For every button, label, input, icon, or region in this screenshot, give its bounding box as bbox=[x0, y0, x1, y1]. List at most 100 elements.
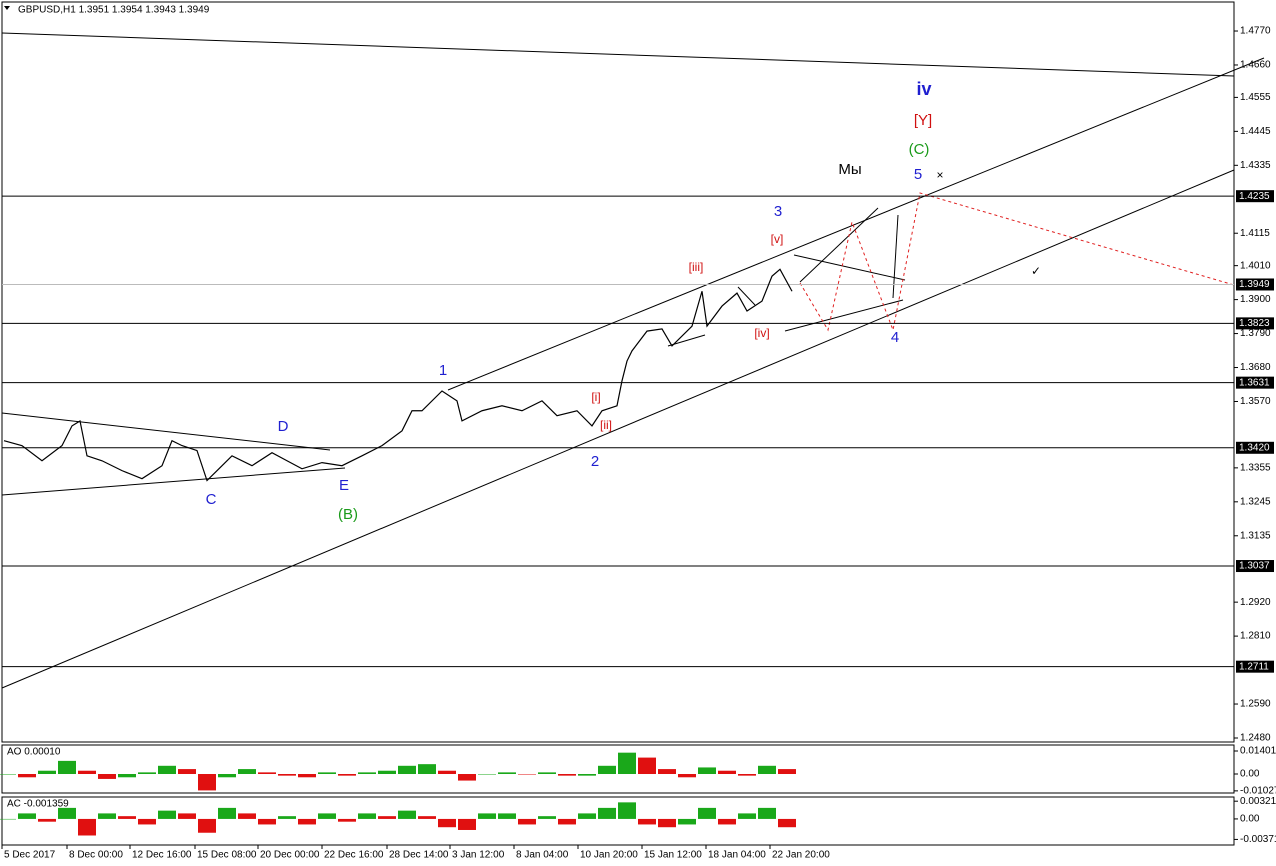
histogram-bar bbox=[218, 807, 236, 819]
wave-label: (B) bbox=[338, 506, 358, 523]
x-tick-label: 10 Jan 20:00 bbox=[580, 850, 638, 861]
y-tick-label: 0.01401 bbox=[1240, 746, 1276, 757]
histogram-bar bbox=[298, 818, 316, 825]
histogram-bar bbox=[78, 770, 96, 775]
histogram-bar bbox=[238, 813, 256, 819]
histogram-bar bbox=[458, 774, 476, 781]
price-label-box bbox=[1236, 660, 1274, 673]
trend-line bbox=[447, 57, 1265, 391]
histogram-bar bbox=[258, 772, 276, 775]
wave-label: [v] bbox=[771, 232, 784, 246]
y-tick-label: -0.01027 bbox=[1240, 786, 1276, 797]
pane-frame bbox=[1, 1, 1235, 743]
y-tick-label: 1.4660 bbox=[1240, 60, 1271, 71]
histogram-bar bbox=[98, 813, 116, 819]
trend-line bbox=[799, 207, 879, 283]
x-tick-label: 20 Dec 00:00 bbox=[260, 850, 320, 861]
histogram-bar bbox=[0, 818, 16, 820]
indicator-title: AC -0.001359 bbox=[7, 799, 69, 810]
y-tick-label: 1.3245 bbox=[1240, 496, 1271, 507]
histogram-bar bbox=[698, 767, 716, 775]
wave-label: 1 bbox=[439, 362, 447, 379]
wave-label: Мы bbox=[838, 161, 861, 178]
histogram-bar bbox=[758, 765, 776, 775]
histogram-bar bbox=[618, 802, 636, 819]
wave-label: [ii] bbox=[600, 418, 612, 432]
histogram-bar bbox=[658, 818, 676, 828]
histogram-bar bbox=[658, 769, 676, 775]
histogram-bar bbox=[318, 813, 336, 819]
y-tick-label: 1.3355 bbox=[1240, 462, 1271, 473]
price-label: 1.4235 bbox=[1239, 191, 1270, 202]
price-line bbox=[3, 268, 793, 482]
histogram-bar bbox=[138, 772, 156, 775]
price-label: 1.3631 bbox=[1239, 377, 1270, 388]
histogram-bar bbox=[598, 765, 616, 775]
wave-label: 5 bbox=[914, 166, 922, 183]
histogram-bar bbox=[638, 818, 656, 825]
histogram-bar bbox=[178, 813, 196, 819]
histogram-bar bbox=[578, 813, 596, 819]
price-label: 1.3420 bbox=[1239, 442, 1270, 453]
y-tick-label: 1.2920 bbox=[1240, 597, 1271, 608]
indicator-title: AO 0.00010 bbox=[7, 747, 61, 758]
y-tick-label: 0.00 bbox=[1240, 769, 1260, 780]
chart-title: GBPUSD,H1 1.3951 1.3954 1.3943 1.3949 bbox=[18, 5, 210, 16]
y-tick-label: 1.4770 bbox=[1240, 26, 1271, 37]
histogram-bar bbox=[778, 769, 796, 775]
wave-label: iv bbox=[916, 79, 931, 99]
price-label-box bbox=[1236, 317, 1274, 330]
histogram-bar bbox=[338, 818, 356, 822]
histogram-bar bbox=[198, 818, 216, 833]
x-tick-label: 8 Dec 00:00 bbox=[69, 850, 123, 861]
wave-label: [Y] bbox=[914, 112, 932, 129]
histogram-bar bbox=[638, 757, 656, 775]
histogram-bar bbox=[78, 818, 96, 836]
histogram-bar bbox=[58, 807, 76, 819]
marker: ✓ bbox=[1031, 264, 1041, 278]
histogram-bar bbox=[418, 764, 436, 775]
histogram-bar bbox=[418, 816, 436, 819]
histogram-bar bbox=[738, 774, 756, 776]
price-label: 1.3037 bbox=[1239, 561, 1270, 572]
wave-label: E bbox=[339, 477, 349, 494]
histogram-bar bbox=[398, 810, 416, 819]
price-label: 1.3949 bbox=[1239, 279, 1270, 290]
histogram-bar bbox=[378, 816, 396, 819]
histogram-bar bbox=[438, 818, 456, 828]
wave-label: 4 bbox=[891, 329, 899, 346]
histogram-bar bbox=[778, 818, 796, 828]
histogram-bar bbox=[618, 752, 636, 775]
histogram-bar bbox=[738, 813, 756, 819]
histogram-bar bbox=[118, 774, 136, 778]
y-tick-label: 0.00 bbox=[1240, 814, 1260, 825]
histogram-bar bbox=[758, 807, 776, 819]
histogram-bar bbox=[318, 772, 336, 775]
y-tick-label: 1.4010 bbox=[1240, 260, 1271, 271]
ac-frame bbox=[1, 796, 1235, 846]
y-tick-label: 1.4335 bbox=[1240, 160, 1271, 171]
wave-label: [iii] bbox=[689, 260, 704, 274]
price-label-box bbox=[1236, 376, 1274, 389]
x-tick-label: 28 Dec 14:00 bbox=[389, 850, 449, 861]
histogram-bar bbox=[358, 813, 376, 819]
histogram-bar bbox=[278, 774, 296, 776]
y-tick-label: 1.3135 bbox=[1240, 530, 1271, 541]
histogram-bar bbox=[498, 772, 516, 775]
main-pane: GBPUSD,H1 1.3951 1.3954 1.3943 1.3949 iv… bbox=[1, 1, 1265, 743]
trend-line bbox=[737, 286, 756, 306]
histogram-bar bbox=[538, 816, 556, 819]
wave-label: [iv] bbox=[754, 326, 769, 340]
y-tick-label: 1.2480 bbox=[1240, 733, 1271, 744]
histogram-bar bbox=[358, 772, 376, 775]
histogram-bar bbox=[38, 818, 56, 822]
y-tick-label: -0.00371 bbox=[1240, 834, 1276, 845]
histogram-bar bbox=[298, 774, 316, 778]
histogram-bar bbox=[58, 760, 76, 775]
wave-label: D bbox=[278, 418, 289, 435]
x-tick-label: 15 Dec 08:00 bbox=[197, 850, 257, 861]
histogram-bar bbox=[538, 772, 556, 775]
histogram-bar bbox=[138, 818, 156, 825]
y-tick-label: 1.2810 bbox=[1240, 631, 1271, 642]
histogram-bar bbox=[18, 774, 36, 778]
